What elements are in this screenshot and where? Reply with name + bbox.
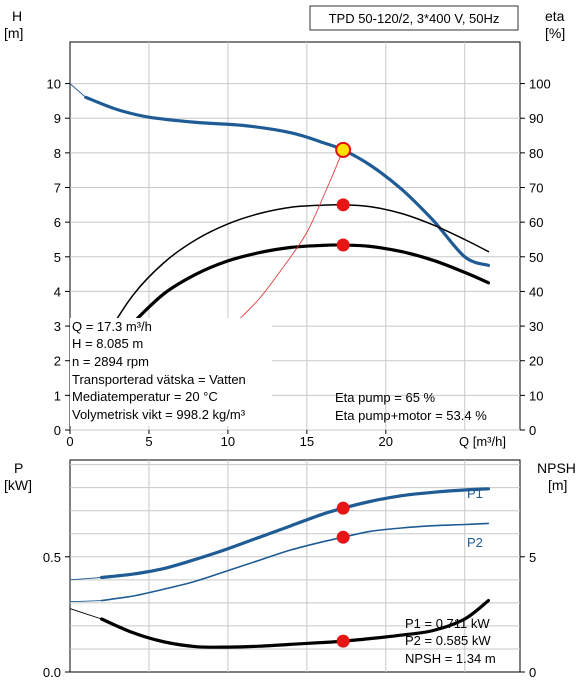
y-tick-label-right: 60 [529, 215, 543, 230]
operating-point-head [335, 141, 352, 158]
y-tick-label-right: 5 [529, 550, 536, 565]
info-text-right: Eta pump = 65 % Eta pump+motor = 53.4 % [335, 390, 487, 423]
operating-point-eta-pump [336, 198, 350, 212]
top-grid [70, 42, 520, 431]
info-fluid: Transporterad vätska = Vatten [72, 372, 246, 387]
operating-point-eta-pump-motor [336, 238, 350, 252]
y-tick-label-left: 9 [54, 111, 61, 126]
y-tick-label-right: 30 [529, 319, 543, 334]
bottom-curves [69, 487, 490, 649]
operating-point-NPSH [336, 634, 350, 648]
model-label-box [309, 5, 519, 31]
y-tick-label-right: 90 [529, 111, 543, 126]
y-tick-label-left: 1 [54, 388, 61, 403]
top-left-axis-label: H [12, 8, 22, 24]
y-tick-label-left: 7 [54, 181, 61, 196]
bottom-axes: 0.0 0.5 0 5 [43, 550, 536, 680]
x-tick-label: 0 [66, 434, 73, 449]
info-h: H = 8.085 m [72, 336, 143, 351]
series-line-eta-pump-motor [111, 243, 490, 345]
series-line-NPSH [100, 599, 490, 649]
y-tick-label-left: 0 [54, 423, 61, 438]
y-tick-label-right: 50 [529, 250, 543, 265]
info-p1: P1 = 0.711 kW [405, 616, 490, 631]
y-tick-label-left: 10 [47, 77, 61, 92]
y-tick-label-left: 8 [54, 146, 61, 161]
series-line-NPSH-dashed [69, 608, 103, 620]
y-tick-label-right: 0 [529, 665, 536, 680]
bottom-right-axis-unit: [m] [548, 477, 567, 493]
series-line-eta-pump [100, 203, 490, 345]
info-q: Q = 17.3 m³/h [72, 319, 152, 334]
info-temp: Mediatemperatur = 20 °C [72, 389, 218, 404]
top-curves [69, 83, 490, 345]
y-tick-label-right: 0 [529, 423, 536, 438]
info-npsh: NPSH = 1.34 m [405, 651, 496, 666]
bottom-left-axis-label: P [14, 460, 23, 476]
y-tick-label-left: 0.0 [43, 665, 61, 680]
info-box-left [70, 318, 272, 426]
bottom-left-axis-unit: [kW] [4, 477, 32, 493]
y-tick-label-right: 40 [529, 284, 543, 299]
series-label-p2: P2 [467, 535, 483, 550]
operating-point-P1 [336, 501, 350, 515]
top-right-axis-unit: [%] [545, 25, 565, 41]
series-line-head [84, 95, 490, 267]
info-eta-pump-motor: Eta pump+motor = 53.4 % [335, 408, 487, 423]
y-tick-label-left: 5 [54, 250, 61, 265]
info-text-bottom: P1 = 0.711 kW P2 = 0.585 kW NPSH = 1.34 … [405, 616, 496, 666]
y-tick-label-left: 3 [54, 319, 61, 334]
x-tick-label: 20 [379, 434, 393, 449]
series-line-P1-dashed [69, 577, 103, 581]
y-tick-label-left: 4 [54, 284, 61, 299]
operating-point-P2 [336, 530, 350, 544]
top-x-axis-label: Q [m³/h] [459, 434, 506, 449]
y-tick-label-right: 20 [529, 354, 543, 369]
bottom-grid [70, 460, 520, 672]
top-right-axis-label: eta [545, 8, 565, 24]
info-p2: P2 = 0.585 kW [405, 633, 491, 648]
x-tick-label: 10 [221, 434, 235, 449]
y-tick-label-right: 10 [529, 388, 543, 403]
info-n: n = 2894 rpm [72, 354, 149, 369]
model-label: TPD 50-120/2, 3*400 V, 50Hz [329, 11, 500, 26]
bottom-markers [336, 501, 350, 648]
y-tick-label-right: 70 [529, 181, 543, 196]
x-tick-label: 5 [145, 434, 152, 449]
series-line-P1 [100, 487, 490, 580]
info-density: Volymetrisk vikt = 998.2 kg/m³ [72, 407, 246, 422]
y-tick-label-left: 2 [54, 354, 61, 369]
x-tick-label: 15 [300, 434, 314, 449]
bottom-right-axis-label: NPSH [537, 460, 576, 476]
y-tick-label-right: 80 [529, 146, 543, 161]
y-tick-label-left: 0.5 [43, 550, 61, 565]
y-tick-label-left: 6 [54, 215, 61, 230]
y-tick-label-right: 100 [529, 77, 551, 92]
info-text-left: Q = 17.3 m³/h H = 8.085 m n = 2894 rpm T… [72, 319, 246, 422]
series-line-P2-dashed [69, 600, 103, 603]
info-eta-pump: Eta pump = 65 % [335, 390, 436, 405]
series-label-p1: P1 [467, 486, 483, 501]
top-left-axis-unit: [m] [4, 25, 23, 41]
series-line-P2 [100, 522, 490, 602]
series-line-system-curve [235, 149, 344, 323]
top-markers [335, 141, 352, 252]
series-line-head-dashed [69, 83, 87, 98]
